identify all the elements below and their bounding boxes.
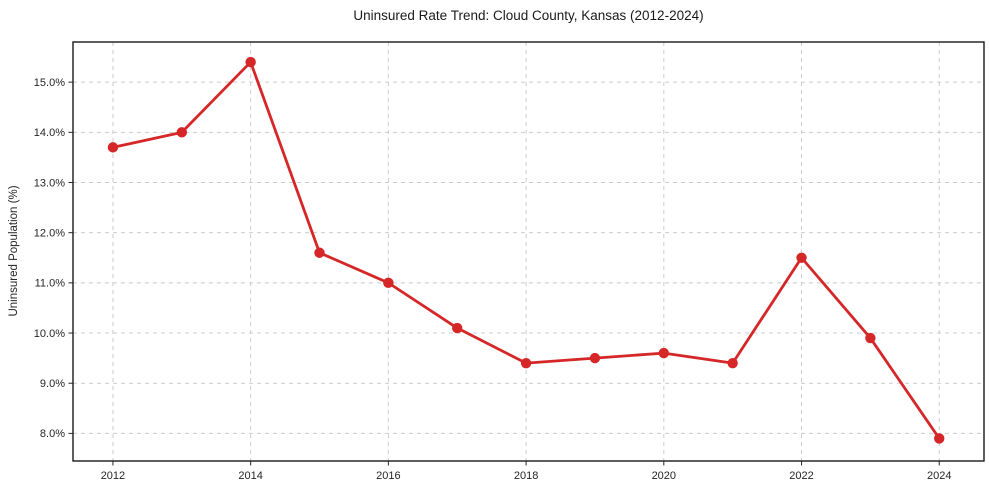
y-tick-label: 12.0%: [34, 227, 65, 239]
y-tick-label: 11.0%: [35, 278, 66, 290]
y-tick-label: 9.0%: [40, 378, 65, 390]
data-point: [245, 56, 256, 68]
x-tick-label: 2014: [238, 470, 262, 482]
data-point: [383, 277, 394, 289]
x-tick-label: 2012: [101, 470, 125, 482]
x-tick-label: 2018: [514, 470, 538, 482]
y-tick-label: 13.0%: [34, 177, 65, 189]
x-tick-label: 2020: [652, 470, 676, 482]
x-tick-label: 2016: [376, 470, 400, 482]
y-tick-label: 14.0%: [34, 127, 65, 139]
data-point: [658, 347, 670, 359]
data-point: [520, 357, 532, 369]
data-point: [589, 352, 601, 364]
x-tick-label: 2022: [789, 470, 813, 482]
data-point: [176, 127, 187, 138]
chart-title: Uninsured Rate Trend: Cloud County, Kans…: [353, 8, 704, 23]
data-point: [452, 322, 463, 334]
data-point: [314, 247, 325, 258]
y-tick-label: 10.0%: [34, 328, 65, 340]
axes-spines: [72, 41, 985, 462]
y-tick-label: 8.0%: [40, 428, 65, 440]
data-point: [727, 357, 738, 369]
data-point: [107, 142, 119, 153]
y-axis-label: Uninsured Population (%): [8, 185, 20, 317]
data-point: [865, 332, 876, 344]
x-tick-label: 2024: [927, 470, 951, 482]
data-point: [796, 252, 807, 263]
data-point: [934, 433, 945, 444]
y-tick-label: 15.0%: [34, 77, 65, 89]
